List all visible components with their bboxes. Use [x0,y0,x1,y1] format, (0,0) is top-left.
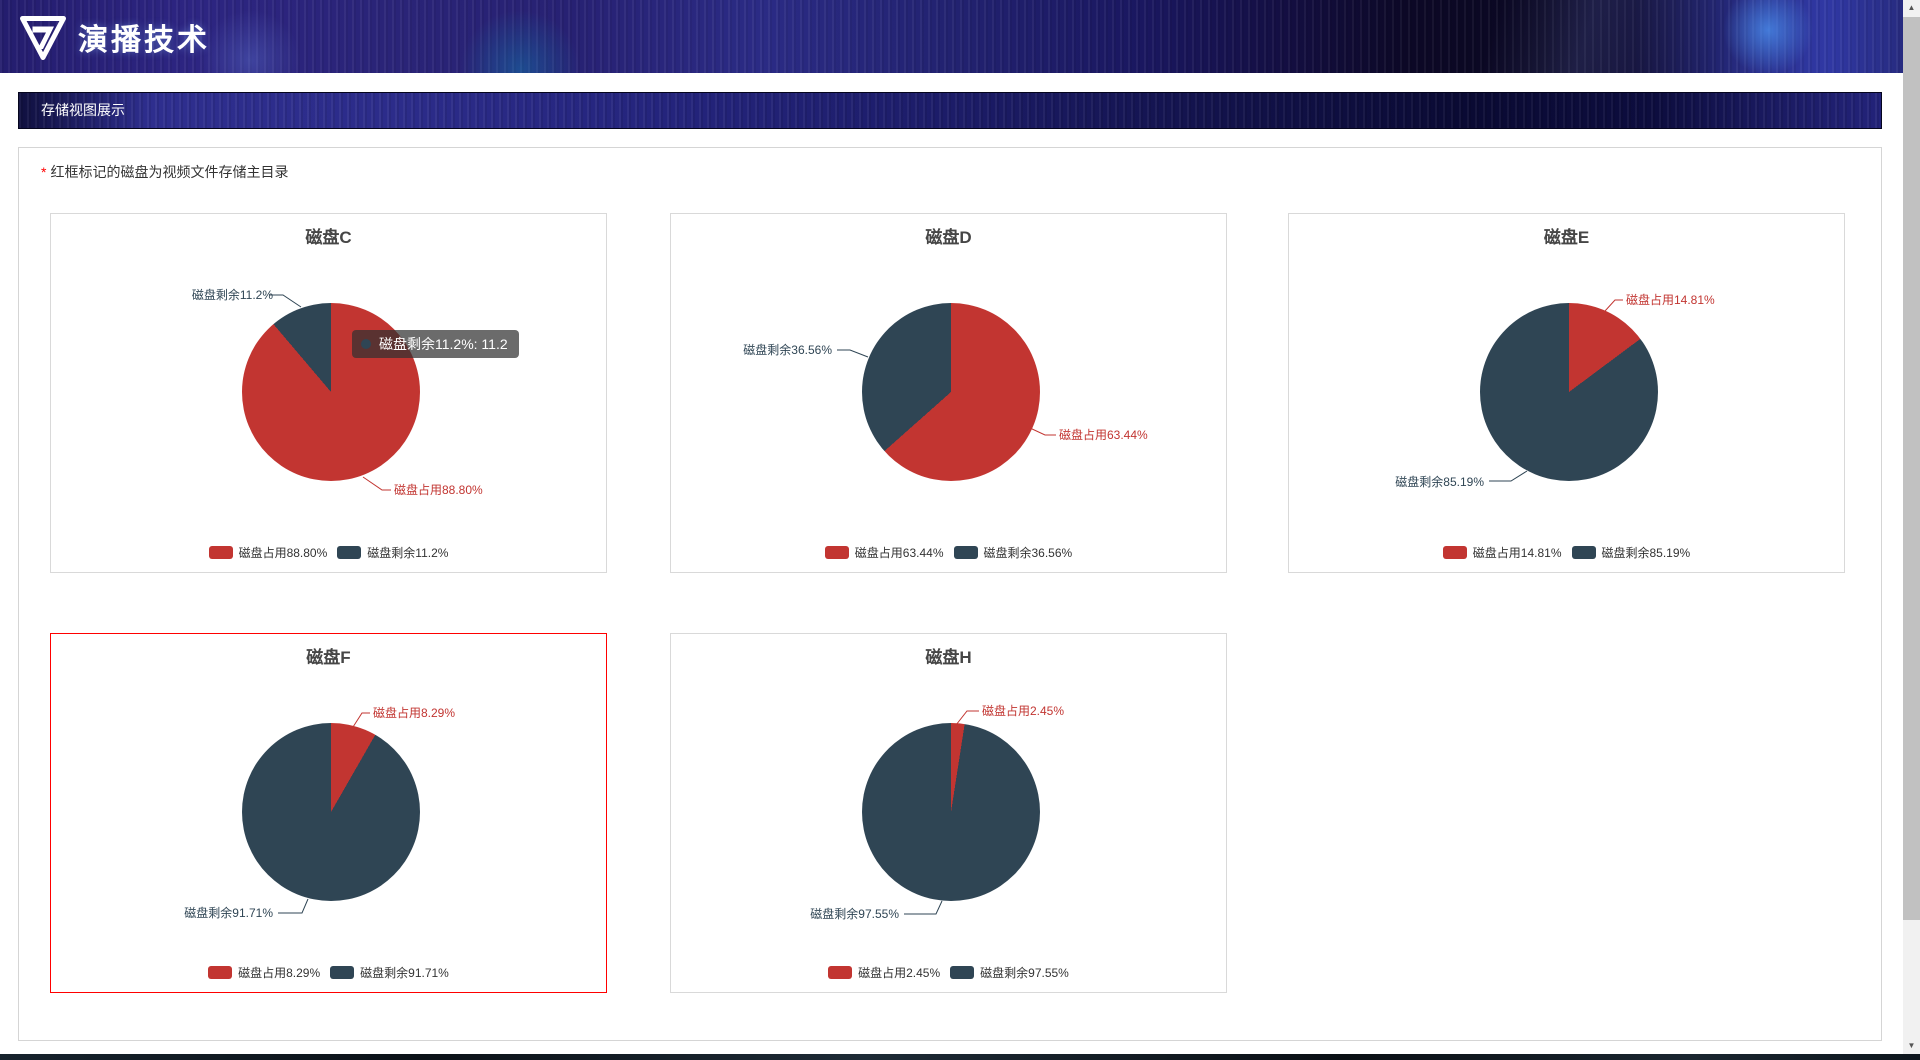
used-label-line [1604,299,1623,312]
legend-item-used[interactable]: 磁盘占用8.29% [208,964,320,981]
chart-title: 磁盘D [925,228,972,247]
legend-swatch-used [208,546,233,559]
note: * 红框标记的磁盘为视频文件存储主目录 [41,162,288,182]
legend-swatch-free [953,546,978,559]
pie-chart[interactable] [862,723,1040,901]
free-label-line [278,898,309,914]
legend-label-free: 磁盘剩余11.2% [367,546,449,560]
tooltip-marker-dot [361,339,371,349]
legend-label-free: 磁盘剩余91.71% [360,966,449,980]
free-label-line [837,349,869,358]
tooltip-text: 磁盘剩余11.2%: 11.2 [379,336,508,352]
legend-label-used: 磁盘占用8.29% [238,966,321,980]
chart-title: 磁盘F [306,648,351,667]
scrollbar-thumb[interactable] [1903,17,1920,920]
chart-title: 磁盘E [1543,228,1590,247]
top-banner: 演播技术 [0,0,1903,73]
legend-item-free[interactable]: 磁盘剩余36.56% [953,544,1073,561]
legend-item-used[interactable]: 磁盘占用2.45% [828,964,940,981]
used-slice-label: 磁盘占用14.81% [1626,293,1715,307]
free-label-line [269,294,302,308]
legend-swatch-free [950,966,975,979]
legend-label-used: 磁盘占用14.81% [1472,546,1562,560]
used-slice-label: 磁盘占用63.44% [1059,428,1148,442]
disk-h-chart-panel: 磁盘H 磁盘占用2.45% 磁盘剩余97.55% 磁盘占用2.45% 磁盘剩余9… [670,633,1227,993]
legend-swatch-free [337,546,362,559]
disk-e-chart-panel: 磁盘E 磁盘占用14.81% 磁盘剩余85.19% 磁盘占用14.81% 磁盘剩… [1288,213,1845,573]
free-slice-label: 磁盘剩余97.55% [810,907,899,921]
chart-title: 磁盘C [305,228,352,247]
legend-label-free: 磁盘剩余97.55% [980,966,1069,980]
chart-title: 磁盘H [925,648,972,667]
legend: 磁盘占用14.81% 磁盘剩余85.19% [1289,544,1844,561]
legend: 磁盘占用8.29% 磁盘剩余91.71% [51,964,606,981]
brand-title: 演播技术 [78,23,210,57]
disk-d-chart-panel: 磁盘D 磁盘剩余36.56% 磁盘占用63.44% 磁盘占用63.44% 磁盘剩… [670,213,1227,573]
pie-chart[interactable] [242,723,420,901]
legend-swatch-used [208,966,233,979]
disk-f-chart-panel-highlighted: 磁盘F 磁盘占用8.29% 磁盘剩余91.71% 磁盘占用8.29% 磁盘剩余9… [50,633,607,993]
free-label-line [1489,470,1528,482]
bottom-edge-bar [0,1054,1920,1060]
legend-label-used: 磁盘占用63.44% [854,546,944,560]
legend-label-used: 磁盘占用88.80% [238,546,328,560]
legend: 磁盘占用63.44% 磁盘剩余36.56% [671,544,1226,561]
legend-item-used[interactable]: 磁盘占用14.81% [1442,544,1562,561]
content-panel: * 红框标记的磁盘为视频文件存储主目录 磁盘C 磁盘剩余11.2% 磁盘占用88.… [18,147,1882,1041]
used-slice-label: 磁盘占用88.80% [394,483,483,497]
required-asterisk: * [41,164,47,180]
scrollbar-up-arrow-icon[interactable]: ▲ [1907,3,1916,12]
legend-swatch-used [1442,546,1467,559]
used-slice-label: 磁盘占用2.45% [982,704,1065,718]
chart-tooltip: 磁盘剩余11.2%: 11.2 [352,330,519,358]
used-label-line [352,712,370,728]
legend: 磁盘占用2.45% 磁盘剩余97.55% [671,964,1226,981]
section-header-bar: 存储视图展示 [18,92,1882,129]
pie-chart[interactable] [1480,303,1658,481]
free-slice-label: 磁盘剩余36.56% [743,343,832,357]
legend-swatch-used [824,546,849,559]
free-slice-label: 磁盘剩余85.19% [1395,475,1484,489]
note-text: 红框标记的磁盘为视频文件存储主目录 [50,164,289,180]
legend-item-free[interactable]: 磁盘剩余97.55% [950,964,1069,981]
legend-item-free[interactable]: 磁盘剩余91.71% [330,964,449,981]
vertical-scrollbar[interactable]: ▲ ▼ [1903,0,1920,1060]
legend-label-used: 磁盘占用2.45% [858,966,941,980]
legend-item-used[interactable]: 磁盘占用63.44% [824,544,944,561]
free-label-line [904,900,943,915]
legend: 磁盘占用88.80% 磁盘剩余11.2% [51,544,606,561]
section-title: 存储视图展示 [41,102,125,118]
used-label-line [1029,427,1056,436]
free-slice-label: 磁盘剩余11.2% [191,288,273,302]
legend-swatch-used [828,966,853,979]
legend-item-free[interactable]: 磁盘剩余85.19% [1571,544,1691,561]
pie-chart[interactable] [862,303,1040,481]
legend-label-free: 磁盘剩余85.19% [1601,546,1691,560]
free-slice-label: 磁盘剩余91.71% [184,906,273,920]
brand-triangle-logo-icon [20,15,66,60]
legend-swatch-free [330,966,355,979]
scrollbar-down-arrow-icon[interactable]: ▼ [1907,1041,1916,1050]
used-slice-label: 磁盘占用8.29% [373,706,456,720]
legend-item-used[interactable]: 磁盘占用88.80% [208,544,328,561]
legend-item-free[interactable]: 磁盘剩余11.2% [337,544,448,561]
legend-label-free: 磁盘剩余36.56% [983,546,1073,560]
disk-c-chart-panel: 磁盘C 磁盘剩余11.2% 磁盘占用88.80% 磁盘剩余11.2%: 11.2… [50,213,607,573]
used-label-line [362,476,391,491]
legend-swatch-free [1571,546,1596,559]
